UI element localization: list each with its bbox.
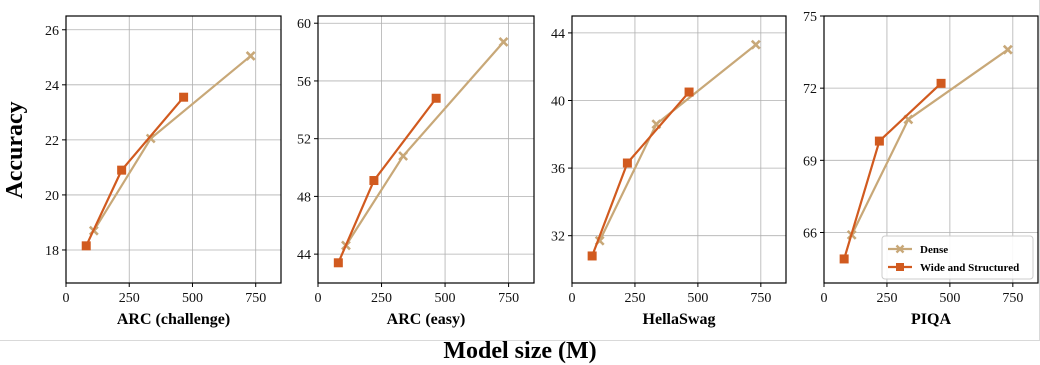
data-point-square	[622, 158, 632, 168]
legend-box	[881, 235, 1034, 280]
x-tick-label: 500	[939, 291, 960, 306]
x-tick-label: 750	[245, 291, 266, 306]
data-point-x-stroke	[1002, 44, 1013, 55]
y-tick-label: 56	[297, 75, 311, 90]
y-tick-label: 20	[45, 189, 59, 204]
data-point-x-stroke	[651, 119, 662, 130]
data-point-x-stroke	[903, 114, 914, 125]
x-tick-label: 500	[687, 291, 708, 306]
panel-x-label: ARC (easy)	[387, 311, 466, 328]
y-tick-label: 44	[297, 248, 311, 263]
data-point-x-stroke	[398, 151, 409, 161]
panel-1: 0 250 500 750 18 20 22 24 26 ARC (challenge)	[45, 15, 282, 328]
y-tick-label: 18	[45, 244, 59, 259]
x-tick-label: 0	[821, 291, 828, 306]
data-point-x	[1002, 44, 1013, 55]
x-tick-label: 750	[498, 291, 519, 306]
data-point-x	[498, 37, 509, 47]
data-point-x	[750, 39, 761, 50]
data-point-square	[587, 251, 597, 261]
y-tick-label: 26	[45, 24, 59, 39]
plot-frame	[317, 15, 535, 284]
y-axis-label: Accuracy	[2, 101, 28, 198]
x-tick-label: 250	[876, 291, 897, 306]
y-tick-label: 22	[45, 134, 59, 149]
panel-4: 0 250 500 750 66 69 72 75 PIQA Dense Wide and Stru…	[803, 10, 1039, 328]
data-point-square	[333, 258, 343, 268]
x-tick-label: 750	[750, 291, 771, 306]
data-point-square	[839, 254, 849, 264]
y-tick-label: 40	[551, 94, 565, 109]
data-point-square	[684, 87, 694, 97]
data-point-square	[874, 136, 884, 146]
legend-marker-x	[895, 244, 905, 254]
data-point-x-stroke	[145, 133, 156, 144]
panel-2: 0 250 500 750 44 48 52 56 60 ARC (easy)	[297, 15, 535, 328]
y-tick-label: 75	[803, 10, 817, 25]
y-tick-label: 44	[551, 27, 565, 42]
data-point-square	[431, 93, 441, 103]
data-point-x-stroke	[245, 50, 256, 61]
panel-3: 0 250 500 750 32 36 40 44 HellaSwag	[551, 15, 787, 328]
data-point-square	[369, 176, 379, 186]
x-tick-label: 0	[63, 291, 70, 306]
panel-x-label: PIQA	[911, 311, 951, 328]
x-tick-label: 250	[624, 291, 645, 306]
legend-label: Wide and Structured	[920, 262, 1019, 274]
panel-x-label: ARC (challenge)	[117, 311, 230, 328]
data-point-x	[245, 50, 256, 61]
legend: Dense Wide and Structured	[881, 235, 1034, 280]
data-point-square	[936, 78, 946, 88]
data-point-x-stroke	[498, 37, 509, 47]
x-tick-label: 250	[119, 291, 140, 306]
y-tick-label: 24	[45, 79, 59, 94]
y-tick-label: 60	[297, 17, 311, 32]
data-point-square	[81, 241, 91, 251]
data-point-square	[117, 165, 127, 175]
legend-marker-square	[896, 263, 904, 271]
y-tick-label: 72	[803, 82, 817, 97]
y-tick-label: 48	[297, 190, 311, 205]
plot-frame	[571, 15, 787, 284]
y-tick-label: 52	[297, 133, 311, 148]
x-axis-label: Model size (M)	[443, 338, 596, 364]
data-point-x-stroke	[750, 39, 761, 50]
x-tick-label: 750	[1002, 291, 1023, 306]
plot-frame	[65, 15, 282, 284]
y-tick-label: 32	[551, 230, 565, 245]
plot-frame	[823, 15, 1039, 284]
data-point-square	[179, 92, 189, 102]
data-point-x	[145, 133, 156, 144]
x-tick-label: 250	[371, 291, 392, 306]
x-tick-label: 500	[182, 291, 203, 306]
x-tick-label: 0	[315, 291, 322, 306]
y-tick-label: 66	[803, 226, 817, 241]
panel-x-label: HellaSwag	[643, 311, 716, 328]
y-tick-label: 69	[803, 154, 817, 169]
data-point-x	[398, 151, 409, 161]
y-tick-label: 36	[551, 162, 565, 177]
x-tick-label: 0	[569, 291, 576, 306]
legend-label: Dense	[920, 244, 948, 256]
x-tick-label: 500	[435, 291, 456, 306]
